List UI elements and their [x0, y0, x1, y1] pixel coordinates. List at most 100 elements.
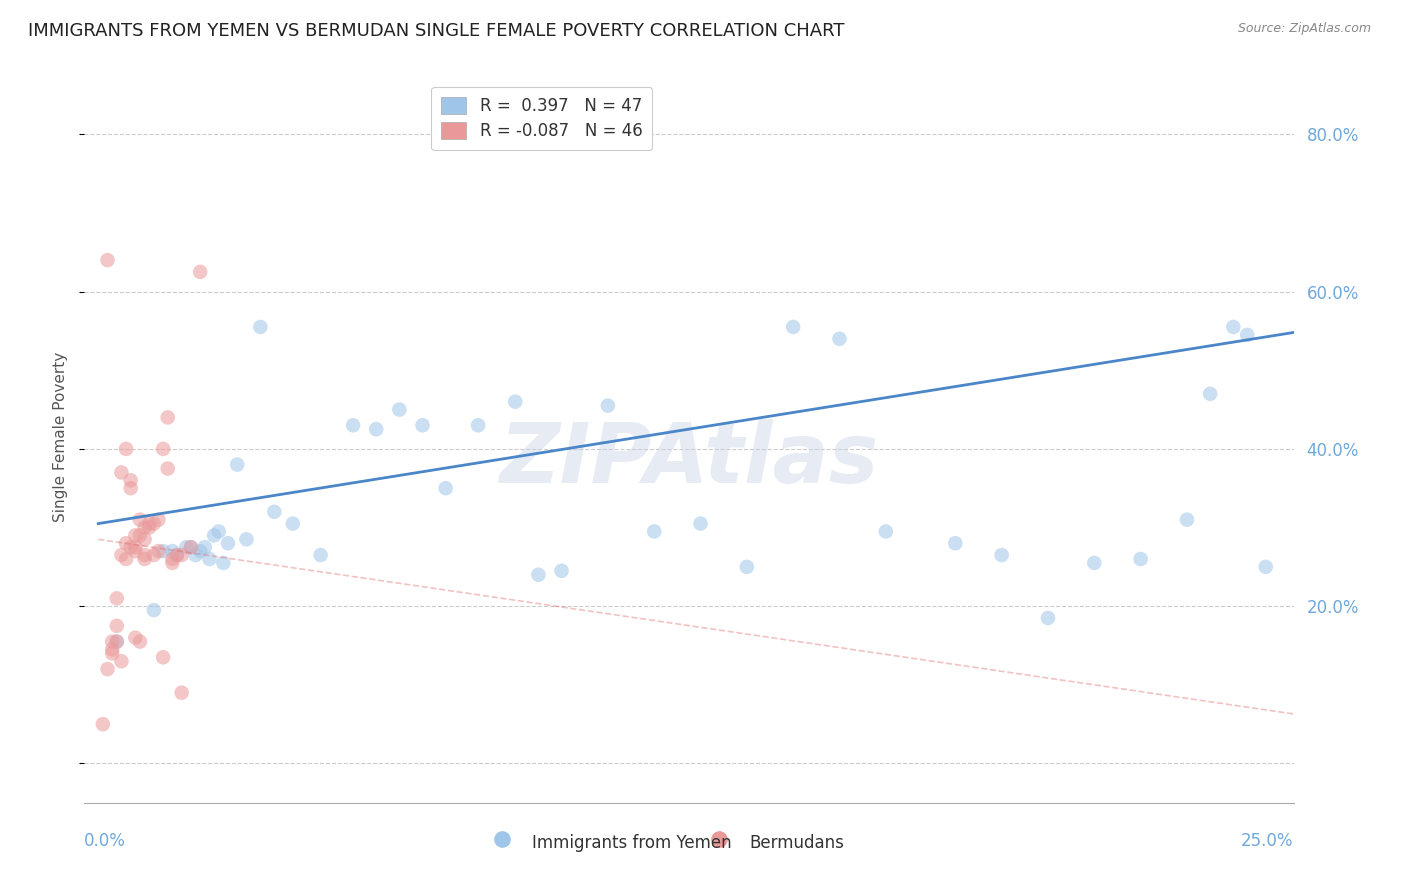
Point [198, 552, 221, 566]
Point [170, 548, 193, 562]
Point [281, 516, 304, 531]
Point [162, 552, 184, 566]
Point [152, 442, 174, 456]
Point [142, 516, 165, 531]
Point [134, 548, 156, 562]
Point [101, 634, 124, 648]
Text: Bermudans: Bermudans [749, 834, 844, 852]
Point [110, 548, 132, 562]
Point [180, 540, 202, 554]
Point [120, 473, 142, 487]
Point [124, 540, 146, 554]
Point [412, 418, 434, 433]
Point [782, 320, 804, 334]
Point [527, 567, 550, 582]
Point [249, 320, 271, 334]
Point [105, 634, 128, 648]
Point [1129, 552, 1152, 566]
Text: ZIPAtlas: ZIPAtlas [499, 418, 879, 500]
Point [91, 717, 114, 731]
Point [550, 564, 572, 578]
Point [1222, 320, 1244, 334]
Point [96, 253, 118, 268]
Point [105, 591, 128, 606]
Point [434, 481, 457, 495]
Point [188, 265, 211, 279]
Point [120, 481, 142, 495]
Point [309, 548, 332, 562]
Point [124, 544, 146, 558]
Point [990, 548, 1012, 562]
Point [194, 540, 217, 554]
Point [138, 520, 160, 534]
Point [162, 544, 184, 558]
Point [105, 619, 128, 633]
Point [875, 524, 897, 539]
Point [1036, 611, 1059, 625]
Point [366, 422, 388, 436]
Text: Immigrants from Yemen: Immigrants from Yemen [531, 834, 731, 852]
Legend: R =  0.397   N = 47, R = -0.087   N = 46: R = 0.397 N = 47, R = -0.087 N = 46 [432, 87, 652, 150]
Point [217, 536, 239, 550]
Point [235, 533, 257, 547]
Point [142, 548, 165, 562]
Point [156, 410, 179, 425]
Point [156, 461, 179, 475]
Point [170, 686, 193, 700]
Point [129, 513, 152, 527]
Point [152, 544, 174, 558]
Text: 0.0%: 0.0% [84, 832, 127, 850]
Point [162, 556, 184, 570]
Y-axis label: Single Female Poverty: Single Female Poverty [53, 352, 69, 522]
Text: 25.0%: 25.0% [1241, 832, 1294, 850]
Point [166, 548, 188, 562]
Point [184, 548, 207, 562]
Point [115, 442, 138, 456]
Point [115, 536, 138, 550]
Point [208, 524, 231, 539]
Point [120, 540, 142, 554]
Point [226, 458, 249, 472]
Point [596, 399, 619, 413]
Point [1254, 559, 1277, 574]
Point [142, 603, 165, 617]
Point [388, 402, 411, 417]
Point [110, 654, 132, 668]
Point [124, 631, 146, 645]
Point [180, 540, 202, 554]
Point [148, 513, 170, 527]
Point [342, 418, 364, 433]
Point [828, 332, 851, 346]
Point [152, 650, 174, 665]
Point [643, 524, 665, 539]
Point [1175, 513, 1198, 527]
Point [188, 544, 211, 558]
Point [138, 516, 160, 531]
Point [735, 559, 758, 574]
Point [129, 528, 152, 542]
Point [943, 536, 966, 550]
Point [96, 662, 118, 676]
Point [115, 552, 138, 566]
Text: Source: ZipAtlas.com: Source: ZipAtlas.com [1237, 22, 1371, 36]
Point [202, 528, 225, 542]
Point [124, 528, 146, 542]
Point [1083, 556, 1105, 570]
Point [134, 533, 156, 547]
Point [212, 556, 235, 570]
Point [503, 394, 526, 409]
Point [689, 516, 711, 531]
Point [467, 418, 489, 433]
Point [174, 540, 197, 554]
Point [134, 520, 156, 534]
Point [101, 642, 124, 657]
Point [110, 466, 132, 480]
Text: IMMIGRANTS FROM YEMEN VS BERMUDAN SINGLE FEMALE POVERTY CORRELATION CHART: IMMIGRANTS FROM YEMEN VS BERMUDAN SINGLE… [28, 22, 845, 40]
Point [129, 634, 152, 648]
Point [148, 544, 170, 558]
Point [1199, 387, 1222, 401]
Point [101, 646, 124, 660]
Point [166, 548, 188, 562]
Point [1236, 327, 1258, 342]
Point [105, 634, 128, 648]
